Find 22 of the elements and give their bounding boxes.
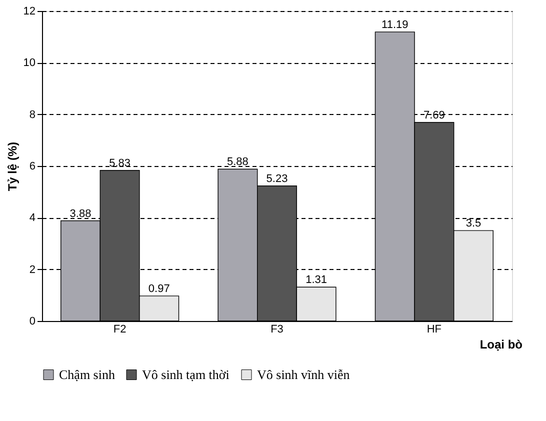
x-axis-title: Loại bò: [480, 338, 522, 352]
y-axis-title: Tỷ lệ (%): [5, 142, 20, 192]
x-tick-label: F2: [113, 324, 126, 336]
y-tick-label: 2: [29, 264, 36, 276]
x-tick-label: HF: [426, 324, 442, 336]
x-tick-label: F3: [270, 324, 284, 336]
legend-label: Vô sinh tạm thời: [142, 366, 230, 382]
data-label: 3.88: [70, 208, 92, 220]
y-tick-label: 6: [29, 160, 36, 172]
y-tick-label: 0: [29, 316, 36, 328]
legend-label: Chậm sinh: [59, 366, 116, 382]
y-tick-label: 4: [29, 212, 36, 224]
data-label: 1.31: [306, 274, 328, 286]
data-label: 3.5: [466, 218, 482, 230]
y-tick-label: 8: [29, 108, 36, 121]
y-tick-label: 12: [23, 6, 36, 18]
legend-label: Vô sinh vĩnh viễn: [257, 366, 350, 382]
data-label: 11.19: [382, 18, 408, 31]
data-label: 5.23: [266, 172, 288, 185]
data-label: 0.97: [148, 282, 170, 295]
data-label: 5.88: [226, 156, 248, 168]
y-tick-label: 10: [23, 57, 36, 70]
